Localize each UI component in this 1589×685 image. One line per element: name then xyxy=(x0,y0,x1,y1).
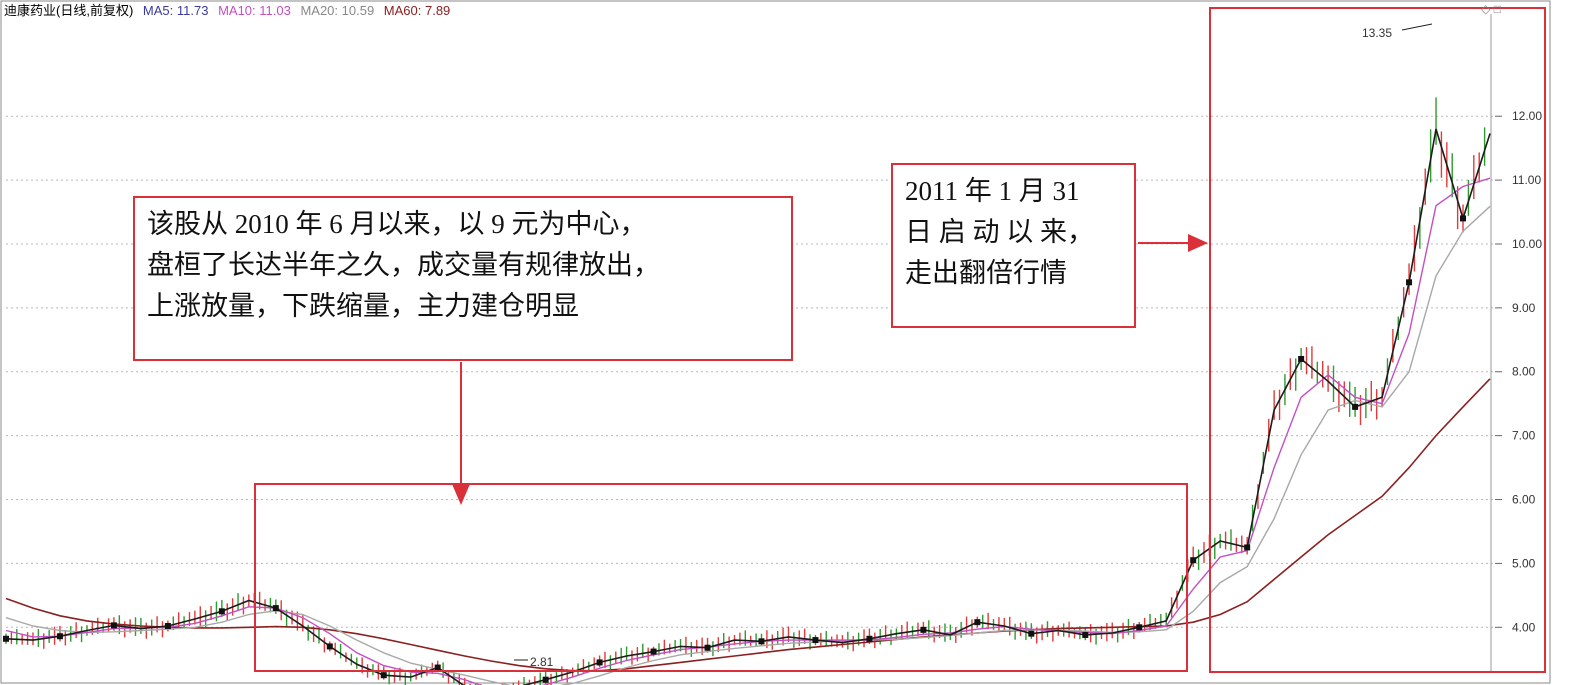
price-marker xyxy=(1082,631,1089,638)
left-note-line-1: 该股从 2010 年 6 月以来，以 9 元为中心， xyxy=(147,209,647,239)
price-marker xyxy=(1244,544,1251,551)
price-marker xyxy=(272,605,279,612)
y-tick-label: 4.00 xyxy=(1512,620,1536,634)
right-note-line-2: 日 启 动 以 来， xyxy=(905,217,1094,247)
price-marker xyxy=(110,622,117,629)
high-price-label: 13.35 xyxy=(1362,26,1392,40)
ma10-line xyxy=(5,177,1491,685)
ma60-line xyxy=(5,378,1491,672)
price-marker xyxy=(650,648,657,655)
maximize-icon[interactable]: □ xyxy=(1493,2,1501,16)
low-price-label: 2.81 xyxy=(530,655,554,669)
price-marker xyxy=(758,638,765,645)
price-marker xyxy=(1136,624,1143,631)
price-marker xyxy=(1028,630,1035,637)
price-marker xyxy=(164,623,171,630)
y-tick-label: 6.00 xyxy=(1512,493,1536,507)
price-marker xyxy=(812,637,819,644)
price-marker xyxy=(3,635,9,642)
right-annotation-box: 2011 年 1 月 31 日 启 动 以 来， 走出翻倍行情 xyxy=(891,163,1136,328)
price-marker xyxy=(704,644,711,651)
price-marker xyxy=(542,676,549,683)
price-marker xyxy=(1406,279,1413,286)
price-marker xyxy=(380,672,387,679)
ma20-readout: MA20: 10.59 xyxy=(300,3,375,18)
down-arrow-head xyxy=(452,484,470,505)
price-marker xyxy=(1460,215,1467,222)
price-marker xyxy=(1352,403,1359,410)
window-buttons[interactable]: ◇ □ xyxy=(1481,2,1501,16)
high-label-pointer xyxy=(1401,23,1433,31)
price-marker xyxy=(974,619,981,626)
y-tick-label: 5.00 xyxy=(1512,556,1536,570)
y-tick-label: 12.00 xyxy=(1512,109,1542,123)
ma-markers xyxy=(3,215,1467,683)
diamond-icon[interactable]: ◇ xyxy=(1481,2,1491,16)
moving-average-lines xyxy=(5,97,1491,685)
y-tick-label: 11.00 xyxy=(1512,173,1541,187)
price-marker xyxy=(920,626,927,633)
ma10-readout: MA10: 11.03 xyxy=(218,3,291,18)
stock-title: 迪康药业(日线,前复权) xyxy=(4,3,134,18)
annotation-frames xyxy=(254,7,1546,673)
y-tick-label: 10.00 xyxy=(1512,237,1542,251)
right-note-line-3: 走出翻倍行情 xyxy=(905,258,1067,288)
price-labels: 13.35 2.81 xyxy=(514,23,1433,669)
plot-border xyxy=(0,0,1551,684)
breakout-frame xyxy=(1209,7,1546,673)
price-marker xyxy=(326,643,333,650)
price-marker xyxy=(218,608,225,615)
chart-grid: 4.00 5.00 6.00 7.00 8.00 9.00 10.00 11.00 12.00 xyxy=(0,0,1551,684)
price-marker xyxy=(1190,557,1197,564)
left-annotation-box: 该股从 2010 年 6 月以来，以 9 元为中心， 盘桓了长达半年之久，成交量… xyxy=(133,196,793,361)
chart-header: 迪康药业(日线,前复权) MA5: 11.73 MA10: 11.03 MA20… xyxy=(4,0,456,19)
ma60-readout: MA60: 7.89 xyxy=(383,3,451,18)
y-tick-label: 9.00 xyxy=(1512,301,1536,315)
right-note-line-1: 2011 年 1 月 31 xyxy=(905,176,1080,206)
price-marker xyxy=(434,664,441,671)
ma5-line xyxy=(5,128,1491,685)
price-marker xyxy=(56,633,63,640)
left-note-line-2: 盘桓了长达半年之久，成交量有规律放出， xyxy=(147,250,660,280)
right-arrow-head xyxy=(1188,234,1208,252)
consolidation-frame xyxy=(254,483,1188,672)
annotation-arrows xyxy=(452,234,1208,505)
price-marker xyxy=(596,659,603,666)
ma5-readout: MA5: 11.73 xyxy=(142,3,209,18)
ma20-line xyxy=(5,205,1491,685)
price-marker xyxy=(866,635,873,642)
price-marker xyxy=(1298,355,1305,362)
left-note-line-3: 上涨放量，下跌缩量，主力建仓明显 xyxy=(147,291,579,321)
y-tick-label: 8.00 xyxy=(1512,365,1536,379)
y-tick-label: 7.00 xyxy=(1512,429,1536,443)
